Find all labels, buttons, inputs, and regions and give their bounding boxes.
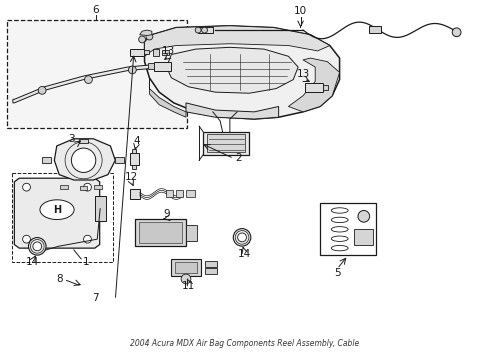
Bar	[198, 27, 212, 33]
Text: 3: 3	[68, 134, 75, 144]
Polygon shape	[185, 103, 278, 119]
Text: 9: 9	[163, 209, 169, 219]
Bar	[161, 50, 168, 55]
Circle shape	[357, 211, 369, 222]
Polygon shape	[203, 132, 249, 155]
Text: H: H	[53, 205, 61, 215]
Bar	[94, 185, 102, 189]
Bar	[353, 229, 372, 245]
Bar	[320, 203, 375, 255]
Bar	[368, 26, 380, 33]
Bar	[153, 49, 159, 55]
Bar	[60, 185, 68, 189]
Bar	[95, 196, 105, 221]
Bar	[130, 153, 139, 165]
Bar	[148, 63, 154, 69]
Text: 10: 10	[293, 6, 306, 17]
Circle shape	[28, 238, 46, 255]
Circle shape	[22, 235, 30, 243]
Text: 5: 5	[333, 268, 340, 278]
Bar	[185, 225, 196, 241]
Circle shape	[237, 233, 246, 242]
Bar	[80, 186, 87, 190]
Bar	[171, 259, 200, 276]
Polygon shape	[149, 78, 185, 117]
Bar	[130, 189, 140, 199]
Bar	[6, 21, 186, 128]
Polygon shape	[288, 58, 339, 112]
Ellipse shape	[40, 200, 74, 220]
Circle shape	[83, 235, 91, 243]
Text: 2: 2	[235, 153, 242, 163]
Bar	[204, 261, 216, 267]
Circle shape	[451, 28, 460, 37]
Circle shape	[128, 66, 136, 74]
Circle shape	[162, 62, 170, 70]
Polygon shape	[140, 30, 152, 36]
Circle shape	[181, 274, 190, 284]
Circle shape	[33, 242, 41, 251]
Bar	[115, 157, 124, 163]
Bar	[154, 62, 171, 71]
Circle shape	[139, 36, 145, 43]
Circle shape	[71, 148, 96, 172]
Bar	[42, 157, 51, 163]
Bar	[12, 173, 113, 262]
Bar	[305, 83, 322, 92]
Circle shape	[201, 27, 207, 33]
Text: 8: 8	[56, 274, 62, 284]
Text: 13: 13	[162, 46, 175, 56]
Polygon shape	[54, 139, 115, 180]
Polygon shape	[14, 178, 100, 248]
Circle shape	[22, 183, 30, 191]
Bar	[130, 49, 143, 55]
Text: 12: 12	[124, 172, 138, 182]
Bar	[322, 85, 328, 90]
Text: 1: 1	[82, 257, 89, 267]
Text: 13: 13	[296, 69, 309, 79]
Text: 2004 Acura MDX Air Bag Components Reel Assembly, Cable: 2004 Acura MDX Air Bag Components Reel A…	[130, 339, 358, 348]
Bar	[166, 190, 173, 197]
Circle shape	[38, 86, 46, 94]
Bar	[79, 139, 88, 143]
Text: 4: 4	[133, 136, 139, 145]
Circle shape	[84, 76, 92, 84]
Circle shape	[146, 33, 153, 40]
Polygon shape	[144, 26, 329, 56]
Circle shape	[83, 183, 91, 191]
Circle shape	[195, 27, 201, 33]
Text: 11: 11	[182, 281, 195, 291]
Bar	[176, 190, 183, 197]
Bar	[143, 50, 149, 54]
Polygon shape	[144, 26, 339, 119]
Text: 7: 7	[92, 293, 99, 303]
Polygon shape	[13, 63, 173, 103]
Bar	[132, 165, 136, 169]
Polygon shape	[166, 47, 298, 93]
Bar	[135, 220, 185, 246]
Bar	[206, 134, 245, 152]
Bar	[204, 268, 216, 274]
Bar	[132, 149, 136, 153]
Circle shape	[233, 229, 250, 246]
Text: 14: 14	[26, 257, 39, 267]
Bar	[185, 190, 194, 197]
Bar	[139, 222, 182, 243]
Text: 14: 14	[237, 248, 251, 258]
Bar	[175, 262, 196, 273]
Text: 6: 6	[92, 5, 99, 15]
